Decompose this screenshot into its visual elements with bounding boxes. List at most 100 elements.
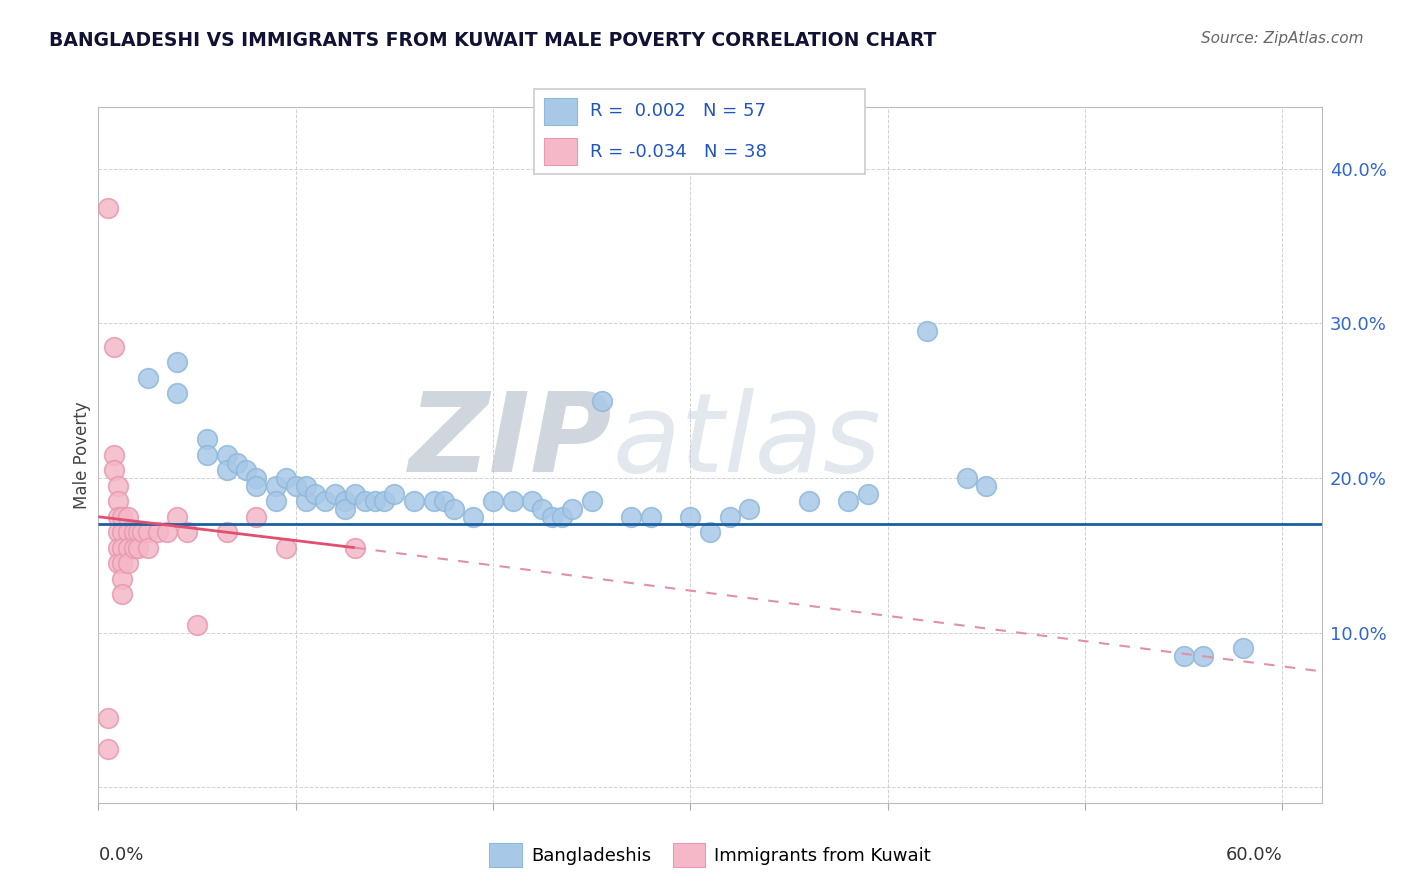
Point	[404, 494, 426, 508]
Point	[294, 479, 316, 493]
Point	[323, 486, 346, 500]
Point	[797, 494, 820, 508]
Point	[333, 502, 356, 516]
FancyBboxPatch shape	[544, 138, 578, 165]
Point	[482, 494, 505, 508]
Point	[245, 471, 267, 485]
Point	[215, 448, 238, 462]
Point	[284, 479, 307, 493]
Point	[640, 509, 662, 524]
Point	[166, 355, 188, 369]
Point	[107, 479, 129, 493]
Point	[423, 494, 446, 508]
Point	[620, 509, 643, 524]
Point	[166, 386, 188, 401]
Point	[382, 486, 405, 500]
Point	[107, 525, 129, 540]
Point	[156, 525, 179, 540]
Point	[122, 525, 145, 540]
Point	[294, 494, 316, 508]
Point	[176, 525, 198, 540]
Point	[443, 502, 465, 516]
Point	[111, 525, 134, 540]
Point	[117, 556, 139, 570]
Point	[107, 556, 129, 570]
Point	[915, 324, 938, 338]
Text: R = -0.034   N = 38: R = -0.034 N = 38	[591, 143, 768, 161]
Point	[353, 494, 375, 508]
Point	[117, 541, 139, 555]
Point	[97, 201, 120, 215]
Point	[738, 502, 761, 516]
Point	[541, 509, 564, 524]
Point	[333, 494, 356, 508]
Point	[215, 463, 238, 477]
Point	[581, 494, 603, 508]
Point	[955, 471, 977, 485]
Text: Source: ZipAtlas.com: Source: ZipAtlas.com	[1201, 31, 1364, 46]
Point	[264, 479, 287, 493]
Point	[274, 541, 297, 555]
Text: 0.0%: 0.0%	[98, 847, 143, 864]
Point	[107, 494, 129, 508]
Point	[974, 479, 997, 493]
Point	[343, 541, 366, 555]
Point	[274, 471, 297, 485]
Point	[131, 525, 153, 540]
Point	[146, 525, 169, 540]
Point	[136, 370, 159, 384]
Point	[463, 509, 485, 524]
Point	[856, 486, 879, 500]
Point	[235, 463, 257, 477]
Point	[531, 502, 554, 516]
Point	[186, 618, 208, 632]
Point	[111, 587, 134, 601]
Point	[127, 525, 149, 540]
Point	[103, 340, 125, 354]
Point	[304, 486, 326, 500]
Point	[136, 525, 159, 540]
Point	[111, 509, 134, 524]
Point	[264, 494, 287, 508]
Text: ZIP: ZIP	[409, 387, 612, 494]
Point	[373, 494, 395, 508]
FancyBboxPatch shape	[534, 89, 865, 174]
Point	[127, 541, 149, 555]
Point	[166, 509, 188, 524]
Point	[679, 509, 702, 524]
Point	[245, 479, 267, 493]
Point	[103, 463, 125, 477]
Point	[122, 541, 145, 555]
Point	[103, 448, 125, 462]
Point	[1232, 641, 1254, 656]
Point	[111, 541, 134, 555]
Point	[215, 525, 238, 540]
Point	[561, 502, 583, 516]
Point	[225, 456, 247, 470]
Point	[718, 509, 741, 524]
Text: 60.0%: 60.0%	[1226, 847, 1282, 864]
Point	[107, 509, 129, 524]
Y-axis label: Male Poverty: Male Poverty	[73, 401, 91, 508]
Point	[433, 494, 456, 508]
Point	[97, 741, 120, 756]
Point	[136, 541, 159, 555]
Point	[363, 494, 385, 508]
Point	[245, 509, 267, 524]
Point	[1173, 648, 1195, 663]
Point	[111, 556, 134, 570]
Point	[591, 393, 613, 408]
Point	[837, 494, 859, 508]
Point	[117, 509, 139, 524]
Point	[314, 494, 336, 508]
Point	[97, 711, 120, 725]
Point	[699, 525, 721, 540]
Point	[1192, 648, 1215, 663]
FancyBboxPatch shape	[544, 98, 578, 125]
Point	[343, 486, 366, 500]
Point	[195, 433, 218, 447]
Point	[111, 572, 134, 586]
Point	[522, 494, 544, 508]
Text: R =  0.002   N = 57: R = 0.002 N = 57	[591, 103, 766, 120]
Text: BANGLADESHI VS IMMIGRANTS FROM KUWAIT MALE POVERTY CORRELATION CHART: BANGLADESHI VS IMMIGRANTS FROM KUWAIT MA…	[49, 31, 936, 50]
